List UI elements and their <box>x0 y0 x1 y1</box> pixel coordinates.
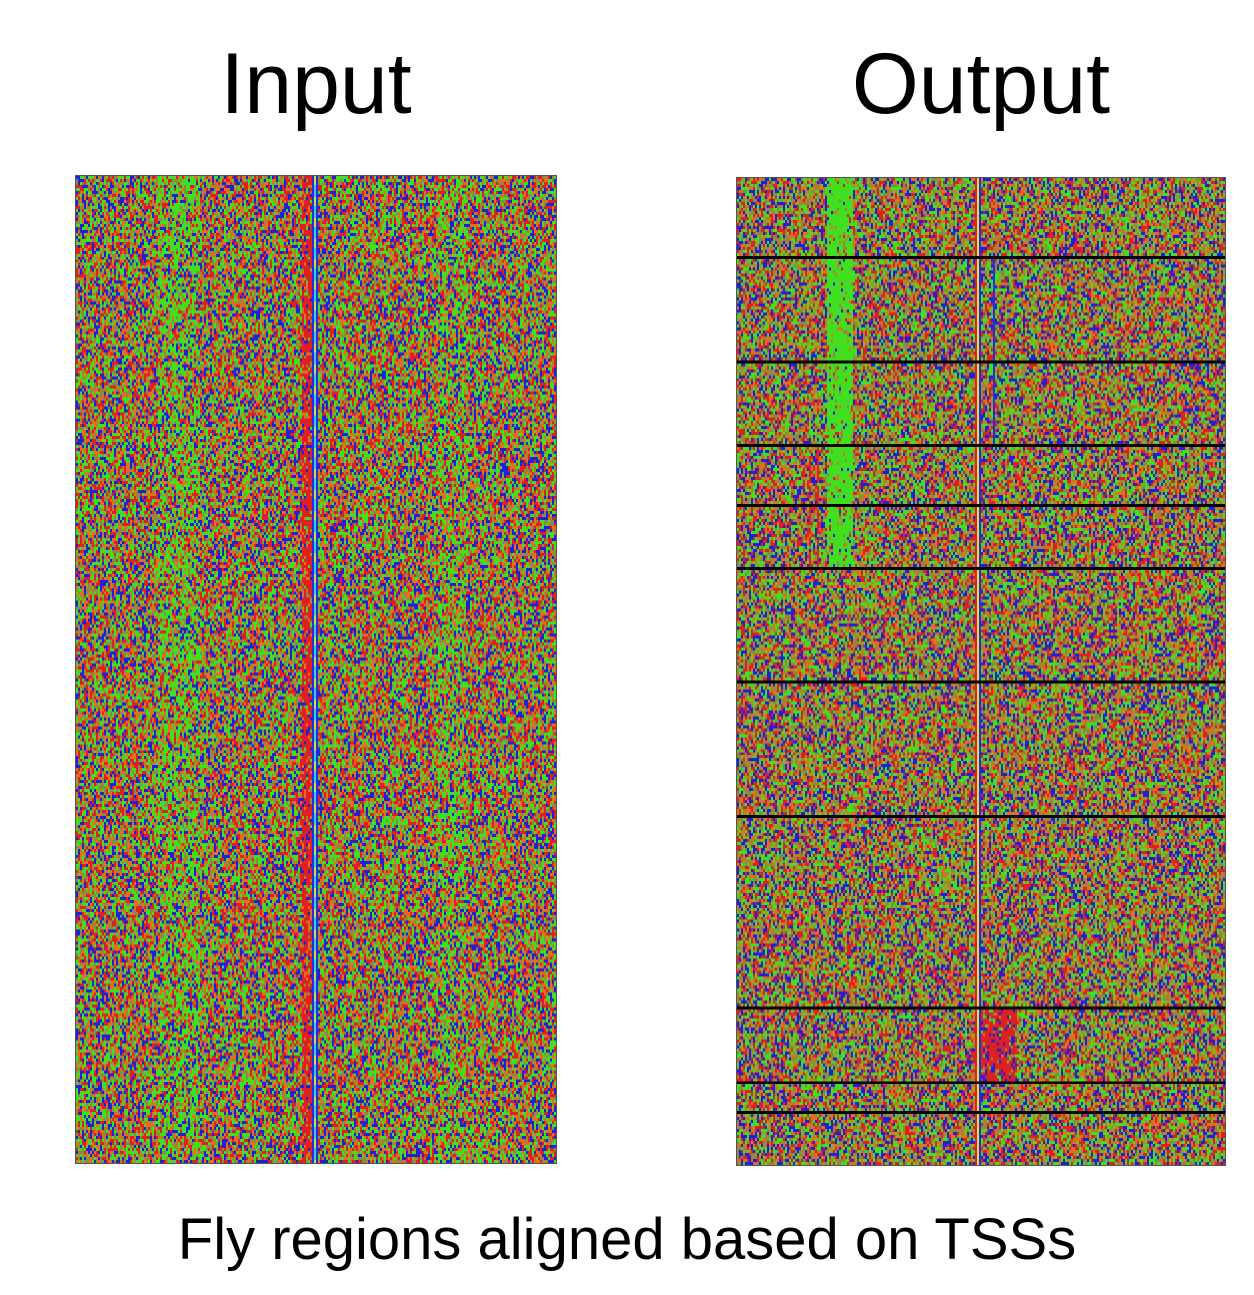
input-panel-title: Input <box>220 36 412 132</box>
output-heatmap <box>737 178 1225 1165</box>
figure-caption: Fly regions aligned based on TSSs <box>177 1207 1077 1272</box>
input-heatmap <box>76 176 556 1163</box>
output-panel-title: Output <box>851 36 1111 132</box>
